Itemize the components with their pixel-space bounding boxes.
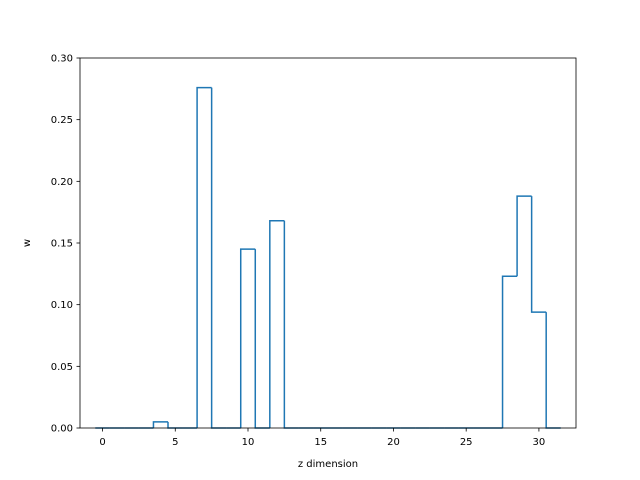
x-tick-label: 25 [460, 437, 473, 448]
x-tick-label: 30 [533, 437, 546, 448]
histogram-bin-10 [239, 248, 256, 428]
histogram-bin-28 [501, 275, 518, 428]
y-tick-label: 0.10 [51, 300, 73, 311]
y-tick-label: 0.05 [51, 362, 73, 373]
y-tick-label: 0.25 [51, 115, 73, 126]
histogram-bin-7 [196, 86, 212, 428]
y-tick-label: 0.00 [51, 424, 73, 435]
x-axis-label: z dimension [298, 459, 358, 470]
y-axis: 0.00 0.05 0.10 0.15 0.20 0.25 0.30 [51, 54, 80, 435]
x-tick-label: 5 [172, 437, 178, 448]
x-tick-label: 20 [387, 437, 400, 448]
histogram-bin-4 [152, 421, 168, 428]
x-tick-label: 10 [242, 437, 255, 448]
y-axis-label: w [22, 239, 33, 247]
histogram-bin-29 [516, 195, 532, 277]
x-tick-label: 15 [314, 437, 327, 448]
y-tick-label: 0.30 [51, 54, 73, 65]
x-tick-label: 0 [99, 437, 105, 448]
histogram-bin-30 [530, 196, 547, 313]
histogram-bin-12 [269, 220, 285, 428]
x-axis: 0 5 10 15 20 25 30 [99, 428, 545, 448]
y-tick-label: 0.15 [51, 239, 73, 250]
y-tick-label: 0.20 [51, 177, 73, 188]
